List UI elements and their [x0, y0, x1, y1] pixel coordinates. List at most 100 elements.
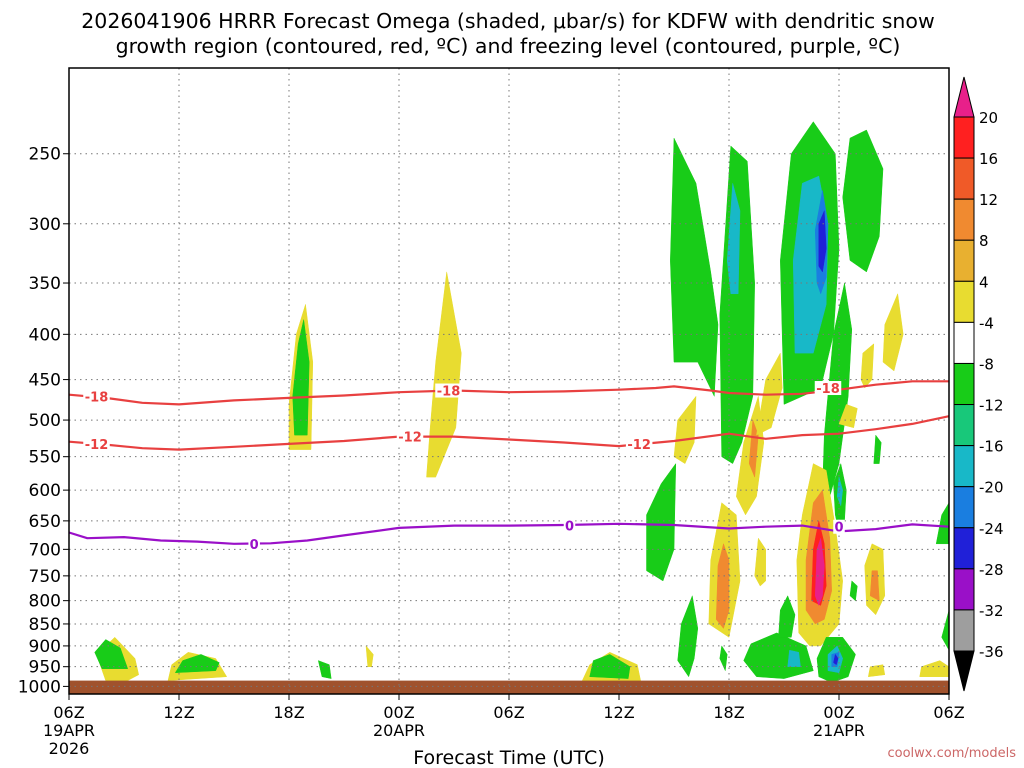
omega-region: [818, 210, 827, 273]
surface-ground: [69, 680, 949, 694]
x-tick-label: 06Z: [53, 703, 84, 722]
colorbar-bottom-arrow: [953, 650, 975, 692]
x-tick-label: 18Z: [713, 703, 744, 722]
colorbar-label: -16: [979, 438, 1004, 456]
x-axis-label: Forecast Time (UTC): [413, 747, 604, 768]
isotherm-label: -12: [398, 431, 422, 446]
y-axis-ticks: 2503003504004505005506006507007508008509…: [18, 145, 69, 697]
omega-region: [743, 632, 814, 679]
x-tick-year: 2026: [49, 739, 90, 758]
colorbar-label: -8: [979, 355, 994, 373]
colorbar-swatch: [953, 198, 975, 241]
colorbar-label: -20: [979, 479, 1004, 497]
isotherm-line: [68, 522, 950, 545]
y-tick-label: 400: [29, 325, 61, 345]
isotherm-label: 0: [250, 538, 259, 553]
y-tick-label: 1000: [18, 677, 61, 697]
isotherm-label: -12: [85, 438, 109, 453]
isotherm-label: -18: [816, 382, 840, 397]
omega-region: [869, 570, 880, 601]
y-tick-label: 500: [29, 411, 61, 431]
omega-region: [726, 183, 741, 295]
x-tick-label: 18Z: [273, 703, 304, 722]
isotherm-label-bg: [248, 536, 260, 551]
x-tick-date: 19APR: [43, 721, 95, 740]
x-tick-date: 20APR: [373, 721, 425, 740]
isotherm-label-bg: [83, 389, 110, 404]
colorbar-swatch: [953, 445, 975, 488]
x-tick-date: 21APR: [813, 721, 865, 740]
colorbar-swatch: [953, 157, 975, 200]
y-tick-label: 450: [29, 371, 61, 391]
colorbar-label: 20: [979, 109, 998, 127]
x-tick-label: 00Z: [383, 703, 414, 722]
colorbar-swatch: [953, 527, 975, 570]
y-tick-label: 300: [29, 215, 61, 235]
credit-link[interactable]: coolwx.com/models: [887, 746, 1016, 761]
colorbar-swatch: [953, 321, 975, 364]
isotherm-label-bg: [833, 519, 845, 534]
colorbar-swatch: [953, 362, 975, 406]
omega-region: [673, 396, 697, 464]
omega-region: [778, 595, 796, 638]
y-tick-label: 350: [29, 274, 61, 294]
omega-region: [175, 654, 220, 673]
y-tick-label: 800: [29, 592, 61, 612]
omega-region: [873, 434, 882, 464]
colorbar-swatch: [953, 609, 975, 652]
colorbar-swatch: [953, 486, 975, 529]
y-tick-label: 950: [29, 658, 61, 678]
omega-region: [292, 319, 310, 436]
colorbar-swatch: [953, 280, 975, 323]
colorbar-top-arrow: [953, 76, 975, 118]
colorbar-label: -32: [979, 602, 1004, 620]
chart-title-line2: growth region (contoured, red, ºC) and f…: [116, 34, 901, 58]
colorbar: 20 16 12 8 4 -4 -8 -12 -16 -20 -24 -28 -32 -36: [953, 76, 1004, 692]
omega-region: [833, 654, 839, 665]
isotherm-label-bg: [83, 436, 110, 451]
omega-region: [646, 463, 677, 582]
x-tick-label: 06Z: [933, 703, 964, 722]
colorbar-label: -28: [979, 561, 1004, 579]
y-tick-label: 850: [29, 615, 61, 635]
omega-region: [882, 293, 904, 372]
isotherm-line: [68, 415, 950, 451]
x-tick-label: 00Z: [823, 703, 854, 722]
isotherm-label: 0: [834, 521, 843, 536]
colorbar-label: -24: [979, 520, 1004, 538]
omega-region: [589, 654, 631, 679]
omega-region: [318, 660, 332, 679]
isotherm-label-bg: [396, 429, 424, 444]
isotherm-label-bg: [625, 436, 653, 451]
omega-region: [935, 502, 950, 545]
y-tick-label: 550: [29, 448, 61, 468]
omega-region: [94, 639, 128, 669]
omega-region: [849, 580, 858, 601]
colorbar-label: -36: [979, 643, 1004, 661]
isotherm-label: -18: [437, 385, 461, 400]
omega-region: [715, 543, 730, 629]
colorbar-swatch: [953, 239, 975, 282]
isotherm-label-bg: [814, 381, 842, 396]
omega-region: [941, 609, 950, 651]
x-tick-label: 06Z: [493, 703, 524, 722]
colorbar-swatch: [953, 568, 975, 611]
isotherm-label-bg: [563, 518, 576, 533]
isotherm-label: 0: [565, 520, 574, 535]
colorbar-swatch: [953, 404, 975, 447]
colorbar-swatch: [953, 116, 975, 159]
y-tick-label: 900: [29, 637, 61, 657]
omega-region: [919, 660, 950, 677]
y-tick-label: 650: [29, 512, 61, 532]
x-tick-label: 12Z: [163, 703, 194, 722]
omega-region: [838, 404, 858, 428]
isotherm-contours: -18 -18 -18 -12 -12 -12 0 0 0: [68, 380, 950, 553]
colorbar-label: 16: [979, 150, 998, 168]
colorbar-label: 4: [979, 273, 989, 291]
isotherm-label-bg: [435, 383, 462, 398]
omega-region: [748, 419, 759, 478]
omega-region: [787, 649, 801, 667]
omega-region: [677, 595, 699, 677]
colorbar-label: 12: [979, 191, 998, 209]
